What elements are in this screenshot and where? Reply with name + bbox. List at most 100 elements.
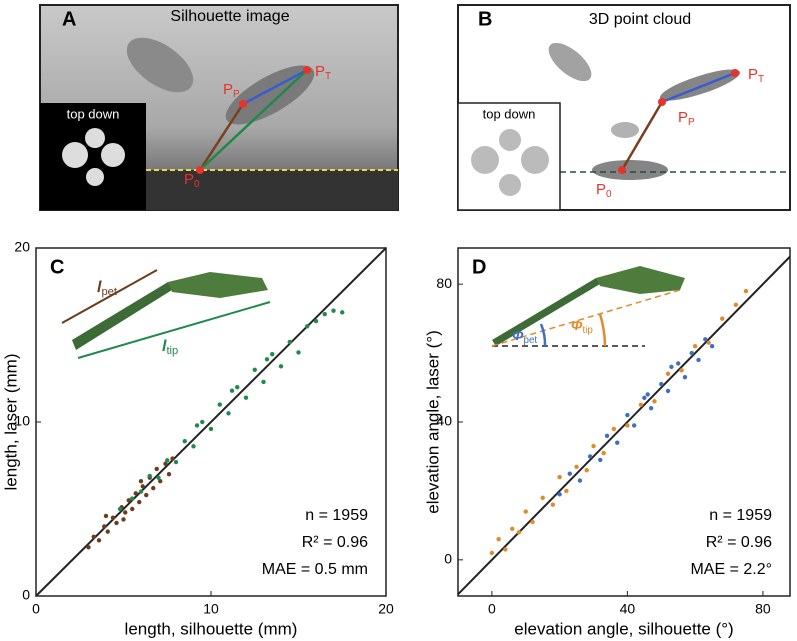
leaf xyxy=(85,128,105,148)
point xyxy=(270,351,275,357)
x-axis-label: elevation angle, silhouette (°) xyxy=(514,619,733,638)
point xyxy=(618,166,626,174)
stat: n = 1959 xyxy=(709,507,772,524)
point xyxy=(601,450,606,456)
subscript: pet xyxy=(101,286,117,298)
identity-line xyxy=(457,255,791,595)
subscript: tip xyxy=(166,345,178,357)
point xyxy=(154,466,159,472)
petiole-line xyxy=(198,103,245,171)
x-tick-label: 20 xyxy=(378,601,394,617)
panel-a: top down A Silhouette image PP PT P0 xyxy=(39,4,399,211)
point xyxy=(170,456,175,461)
point xyxy=(114,520,119,526)
inset-label: Φpet xyxy=(512,327,537,346)
point xyxy=(665,388,671,394)
stat: R² = 0.96 xyxy=(706,534,772,551)
symbol: P xyxy=(184,171,194,188)
panel-label: B xyxy=(478,8,492,30)
subscript: pet xyxy=(524,335,538,346)
point xyxy=(110,515,116,520)
point xyxy=(287,339,292,345)
point xyxy=(679,368,684,373)
point xyxy=(105,529,110,534)
arrow xyxy=(77,301,271,359)
stat: MAE = 0.5 mm xyxy=(262,561,368,578)
point xyxy=(743,288,749,294)
stat: R² = 0.96 xyxy=(302,534,368,551)
subscript: 0 xyxy=(606,189,612,200)
point xyxy=(703,337,708,342)
inset-label: Φtip xyxy=(571,317,593,336)
point xyxy=(631,423,637,428)
subscript: P xyxy=(233,89,240,100)
point xyxy=(313,318,319,324)
point xyxy=(121,517,126,522)
symbol: l xyxy=(162,338,167,355)
leaf-blade xyxy=(596,266,685,294)
point xyxy=(138,478,144,484)
panel-label: D xyxy=(472,256,486,278)
point xyxy=(191,444,196,449)
point xyxy=(510,526,515,532)
point xyxy=(682,375,688,380)
point xyxy=(86,545,91,550)
point xyxy=(123,510,128,515)
point xyxy=(226,411,231,416)
top-down-inset xyxy=(40,103,146,210)
leaf xyxy=(471,146,499,174)
leaf xyxy=(86,168,104,186)
inset-label: lpet xyxy=(97,279,118,298)
inset-label: top down xyxy=(483,106,536,121)
leaf xyxy=(62,142,88,168)
x-tick-label: 80 xyxy=(755,601,771,617)
cloud xyxy=(592,160,668,180)
stat: MAE = 2.2° xyxy=(690,561,772,578)
cloud xyxy=(548,42,592,82)
point xyxy=(340,310,345,315)
point xyxy=(140,484,145,489)
subscript: T xyxy=(325,71,331,82)
point xyxy=(138,489,144,494)
point xyxy=(676,361,681,366)
point xyxy=(689,350,694,356)
leaf-line xyxy=(242,68,308,106)
point xyxy=(165,458,170,463)
point xyxy=(648,406,654,411)
x-tick-label: 0 xyxy=(32,601,40,617)
point xyxy=(96,538,102,543)
inset-label: top down xyxy=(67,106,120,121)
point xyxy=(731,69,739,77)
point xyxy=(196,166,204,174)
panel-b: top down B 3D point cloud PP PT P0 xyxy=(457,4,791,211)
leaf-blade xyxy=(168,272,268,298)
point xyxy=(296,350,301,355)
subscript: P xyxy=(688,117,695,128)
y-tick-label: 80 xyxy=(436,275,452,291)
point xyxy=(598,457,603,463)
point-label: PT xyxy=(748,66,764,85)
point xyxy=(147,473,152,479)
point xyxy=(658,98,666,106)
cloud xyxy=(611,122,639,138)
point xyxy=(303,66,311,74)
point xyxy=(117,506,123,512)
chart: 0 10 20 0 10 20 length, silhouette (mm) length,… xyxy=(1,239,394,639)
point xyxy=(496,536,501,542)
leaf xyxy=(225,65,315,125)
petiole-line xyxy=(620,101,664,171)
point xyxy=(615,440,620,445)
point xyxy=(182,438,187,444)
point-label: P0 xyxy=(184,171,200,190)
point xyxy=(669,364,674,370)
point xyxy=(720,316,725,321)
arrow xyxy=(61,269,158,324)
soil xyxy=(146,170,398,210)
point xyxy=(709,343,715,349)
point-label: PT xyxy=(315,63,331,82)
x-tick-label: 40 xyxy=(620,601,636,617)
point xyxy=(611,426,617,432)
y-tick-label: 10 xyxy=(14,413,30,429)
point xyxy=(200,419,205,425)
symbol: Φ xyxy=(571,317,583,333)
